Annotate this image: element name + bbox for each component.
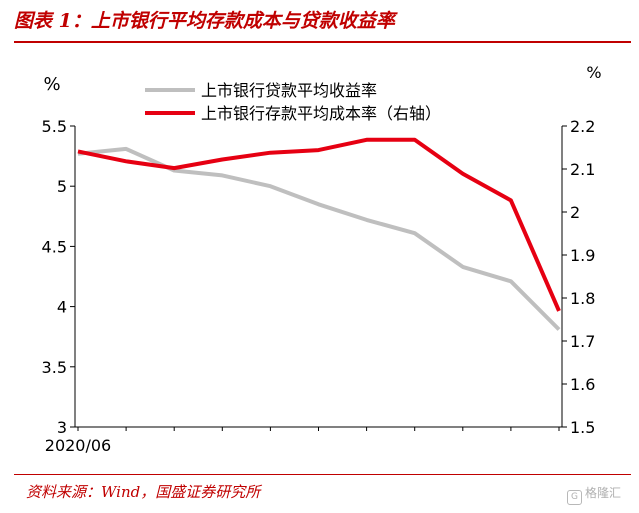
- gelonghui-logo-icon: G: [567, 490, 582, 505]
- left-tick-label: 4: [57, 298, 67, 317]
- source-rule: [14, 474, 631, 475]
- left-tick-label: 5: [57, 177, 67, 196]
- watermark-text: 格隆汇: [585, 486, 622, 500]
- right-tick-label: 1.8: [570, 289, 595, 308]
- right-tick-label: 2.2: [570, 117, 595, 136]
- deposit-cost-line: [77, 137, 561, 312]
- left-tick-label: 4.5: [42, 237, 67, 256]
- legend-label: 上市银行贷款平均收益率: [201, 81, 377, 100]
- right-tick-label: 1.5: [570, 418, 595, 437]
- right-tick-label: 1.9: [570, 246, 595, 265]
- source-note: 资料来源：Wind，国盛证券研究所: [26, 483, 261, 501]
- left-tick-label: 5.5: [42, 117, 67, 136]
- watermark: G 格隆汇: [567, 484, 621, 505]
- right-tick-label: 1.7: [570, 332, 595, 351]
- right-tick-label: 2.1: [570, 160, 595, 179]
- left-axis-unit: %: [43, 74, 60, 95]
- title-rule: [14, 41, 631, 43]
- left-tick-label: 3: [57, 418, 67, 437]
- figure-title: 图表 1：上市银行平均存款成本与贷款收益率: [14, 10, 395, 32]
- right-tick-label: 2: [570, 203, 580, 222]
- x-tick-label: 2020/06: [45, 436, 111, 455]
- legend-label: 上市银行存款平均成本率（右轴）: [201, 104, 441, 123]
- loan-yield-line: [77, 146, 561, 331]
- left-tick-label: 3.5: [42, 358, 67, 377]
- right-axis-unit: %: [586, 63, 601, 82]
- right-tick-label: 1.6: [570, 375, 595, 394]
